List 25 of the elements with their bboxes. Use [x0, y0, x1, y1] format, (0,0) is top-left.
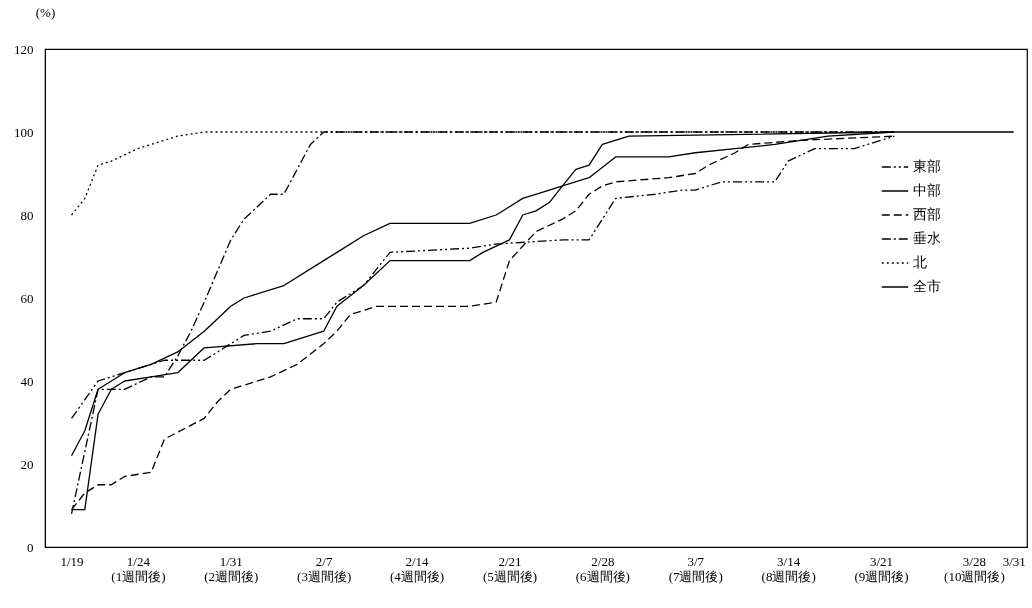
x-tick-label: 2/14 (4週間後)	[389, 553, 445, 584]
x-tick-label: 2/21 (5週間後)	[482, 553, 538, 584]
x-tick-label: 1/19	[60, 553, 84, 569]
legend-label: 西部	[913, 207, 941, 222]
y-axis-title: (%)	[35, 4, 56, 20]
x-tick-label: 1/24 (1週間後)	[111, 553, 166, 584]
y-tick-label: 120	[14, 41, 34, 57]
y-tick-label: 40	[20, 373, 34, 389]
legend-label: 北	[913, 255, 927, 270]
y-tick-label: 60	[20, 290, 34, 306]
x-tick-label: 3/31	[1002, 553, 1026, 569]
x-tick-label: 1/31 (2週間後)	[204, 553, 259, 584]
y-tick-label: 100	[14, 124, 34, 140]
x-tick-label: 2/7 (3週間後)	[297, 553, 352, 584]
x-tick-label: 3/21 (9週間後)	[854, 553, 909, 584]
y-tick-label: 80	[20, 207, 34, 223]
legend-label: 全市	[913, 279, 941, 294]
y-tick-label: 0	[27, 539, 34, 555]
legend-label: 東部	[913, 159, 941, 174]
legend-label: 垂水	[913, 231, 941, 246]
legend-label: 中部	[913, 183, 941, 198]
x-tick-label: 3/14 (8週間後)	[761, 553, 816, 584]
x-tick-label: 2/28 (6週間後)	[575, 553, 630, 584]
x-tick-label: 3/7 (7週間後)	[668, 553, 723, 584]
y-tick-label: 20	[20, 456, 34, 472]
